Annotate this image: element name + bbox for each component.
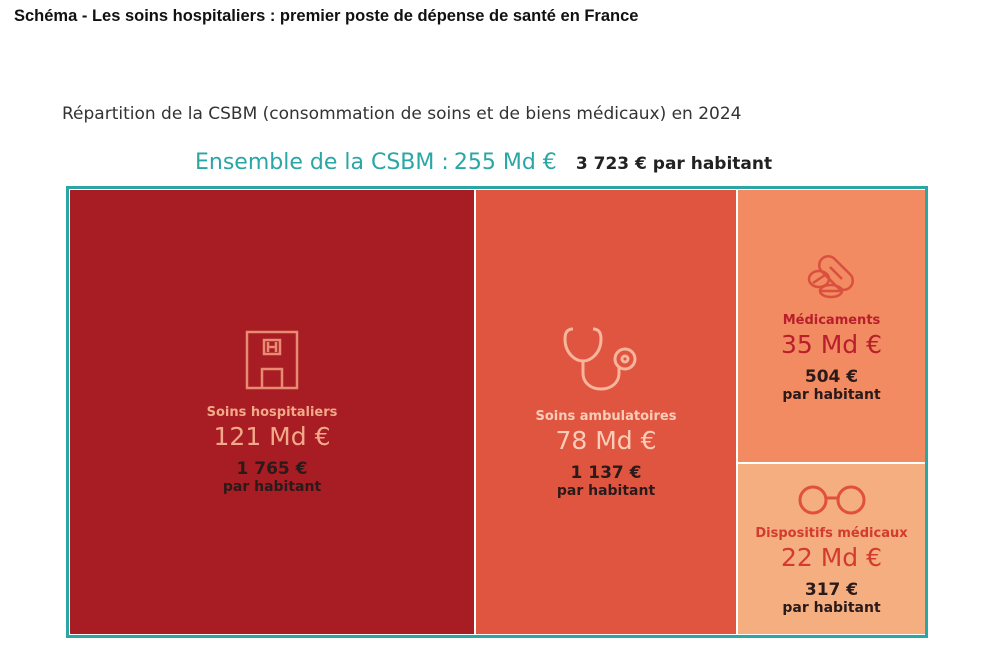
tile-soins-hospitaliers: Soins hospitaliers 121 Md € 1 765 € par … (70, 190, 474, 634)
tile-per-capita: 1 765 € (236, 459, 308, 479)
glasses-icon (798, 485, 865, 515)
total-value: 255 Md € (453, 150, 557, 175)
total-summary: Ensemble de la CSBM : 255 Md € 3 723 € p… (195, 150, 772, 175)
tile-label: Soins hospitaliers (206, 405, 338, 420)
page-title: Schéma - Les soins hospitaliers : premie… (14, 7, 639, 25)
tile-label: Soins ambulatoires (535, 409, 677, 424)
treemap: Soins hospitaliers 121 Md € 1 765 € par … (66, 186, 928, 638)
tile-per-capita-label: par habitant (782, 600, 881, 616)
total-label: Ensemble de la CSBM : (195, 150, 449, 175)
tile-soins-ambulatoires: Soins ambulatoires 78 Md € 1 137 € par h… (476, 190, 736, 634)
tile-per-capita-label: par habitant (782, 387, 881, 403)
total-per-capita: 3 723 € par habitant (575, 154, 773, 174)
tile-value: 121 Md € (213, 422, 331, 451)
tile-value: 78 Md € (555, 426, 657, 455)
tile-value: 35 Md € (780, 330, 883, 359)
tile-per-capita-label: par habitant (556, 483, 656, 499)
tile-label: Dispositifs médicaux (755, 526, 908, 541)
tile-per-capita-label: par habitant (222, 479, 322, 495)
tile-per-capita: 317 € (804, 580, 859, 600)
chart-title: Répartition de la CSBM (consommation de … (62, 104, 742, 124)
stethoscope-icon (563, 327, 637, 391)
pills-icon (807, 254, 854, 299)
tile-medicaments: Médicaments 35 Md € 504 € par habitant (738, 190, 925, 462)
tile-value: 22 Md € (780, 543, 883, 572)
tile-per-capita: 1 137 € (570, 463, 642, 483)
tile-label: Médicaments (782, 313, 881, 328)
tile-per-capita: 504 € (804, 367, 859, 387)
tile-dispositifs-medicaux: Dispositifs médicaux 22 Md € 317 € par h… (738, 464, 925, 634)
hospital-icon (245, 330, 299, 390)
